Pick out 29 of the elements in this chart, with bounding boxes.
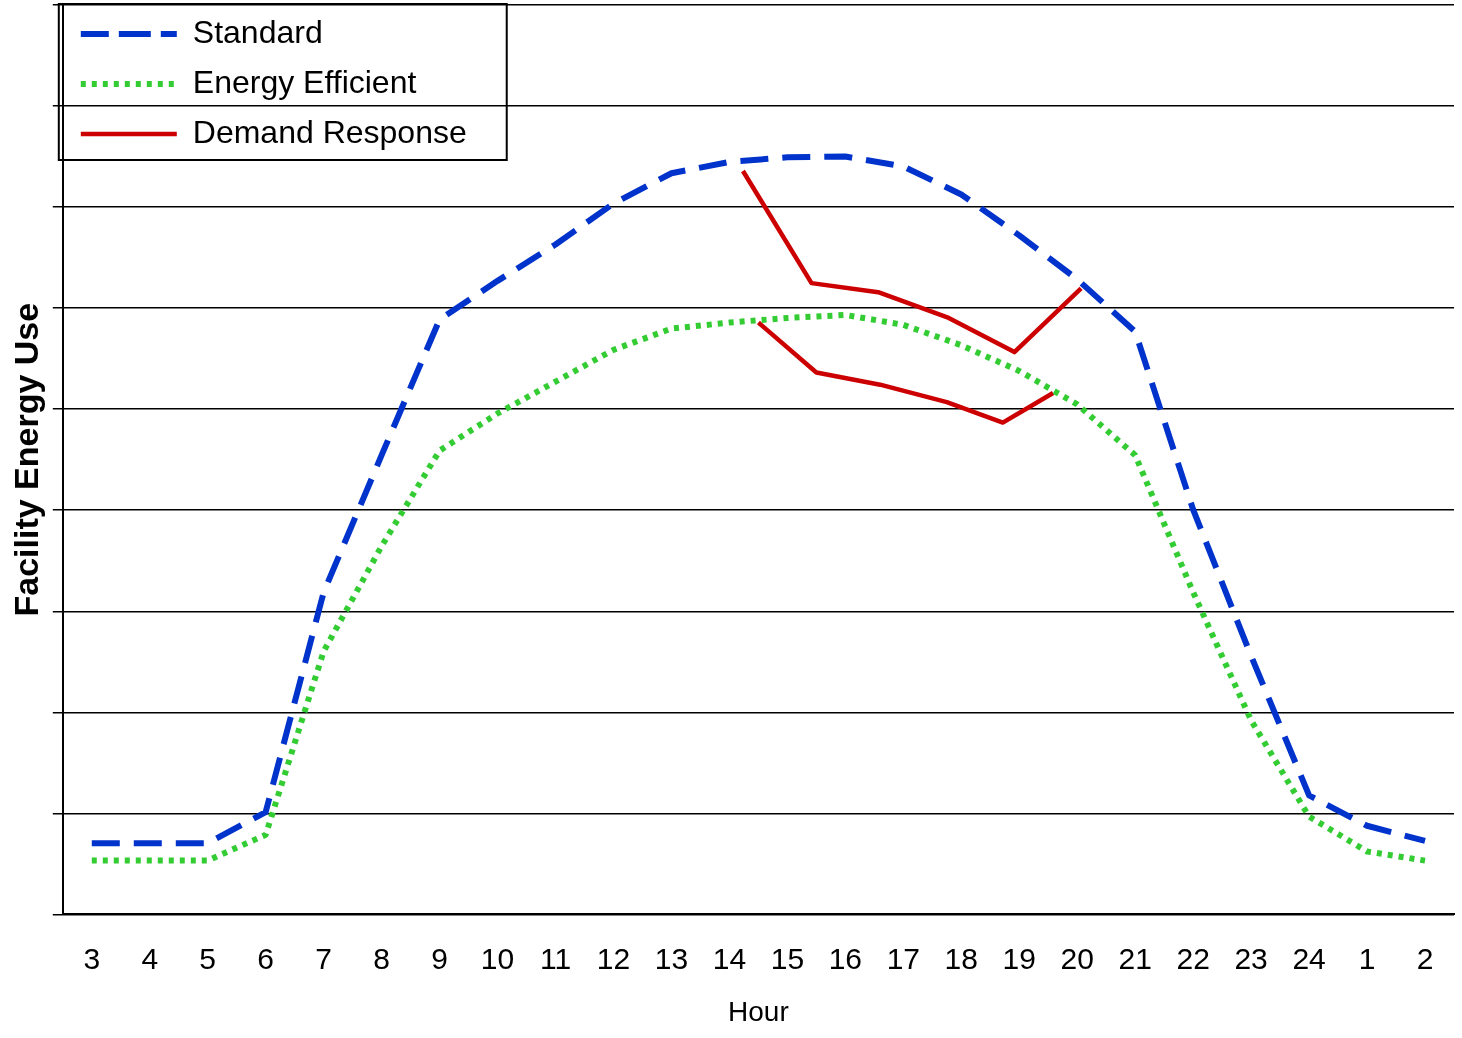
- x-tick-label: 20: [1060, 941, 1094, 975]
- x-tick-label: 22: [1176, 941, 1210, 975]
- x-tick-label: 16: [828, 941, 863, 975]
- legend-label: Energy Efficient: [192, 63, 417, 100]
- x-tick-label: 3: [83, 941, 101, 975]
- x-tick-label: 7: [315, 941, 332, 975]
- x-tick-label: 23: [1234, 941, 1268, 975]
- legend-label: Demand Response: [192, 113, 467, 150]
- x-tick-label: 24: [1292, 941, 1326, 975]
- x-tick-label: 6: [257, 941, 275, 975]
- x-tick-label: 21: [1118, 941, 1152, 975]
- x-tick-label: 8: [373, 941, 390, 975]
- x-tick-label: 17: [886, 941, 920, 975]
- y-axis-title: Facility Energy Use: [6, 302, 45, 617]
- x-tick-label: 11: [539, 941, 572, 975]
- legend-label: Standard: [192, 13, 323, 50]
- x-tick-label: 14: [712, 941, 747, 975]
- x-tick-label: 15: [770, 941, 805, 975]
- x-tick-label: 18: [944, 941, 978, 975]
- x-tick-label: 12: [596, 941, 631, 975]
- x-tick-label: 19: [1002, 941, 1036, 975]
- x-tick-label: 1: [1358, 941, 1376, 975]
- x-tick-label: 4: [141, 941, 159, 975]
- x-tick-label: 10: [480, 941, 515, 975]
- x-tick-label: 9: [431, 941, 448, 975]
- x-tick-label: 13: [654, 941, 689, 975]
- x-axis-title: Hour: [728, 995, 789, 1027]
- x-tick-label: 5: [199, 941, 217, 975]
- x-tick-label: 2: [1416, 941, 1434, 975]
